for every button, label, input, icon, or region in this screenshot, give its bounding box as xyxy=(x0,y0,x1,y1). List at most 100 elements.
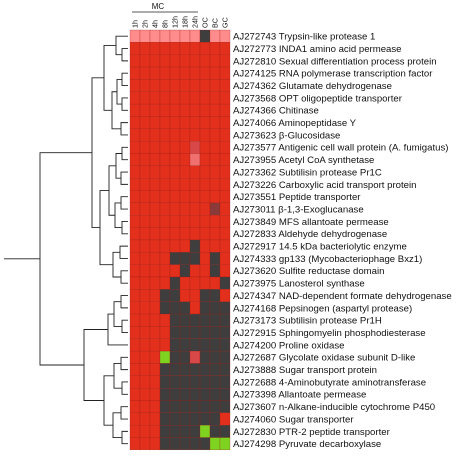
heatmap-cell-17-6 xyxy=(189,239,201,253)
row-label: AJ274125 RNA polymerase transcription fa… xyxy=(233,69,433,80)
heatmap-cell-2-9 xyxy=(219,54,231,68)
gene-name: gp133 (Mycobacteriophage Bxz1) xyxy=(279,254,422,265)
heatmap-cell-25-1 xyxy=(139,338,151,352)
heatmap-cell-21-9 xyxy=(219,289,231,302)
heatmap-cell-5-1 xyxy=(139,91,151,105)
heatmap-cell-10-7 xyxy=(199,153,211,166)
heatmap-cell-3-9 xyxy=(219,66,231,80)
column-label-24h: 24h xyxy=(191,16,200,28)
heatmap-cell-31-2 xyxy=(149,412,161,426)
heatmap-cell-27-8 xyxy=(209,363,221,376)
heatmap-cell-32-0 xyxy=(129,425,141,438)
heatmap-cell-20-7 xyxy=(199,276,211,290)
heatmap-cell-15-3 xyxy=(159,215,171,228)
heatmap-cell-12-5 xyxy=(179,178,191,191)
heatmap-cell-29-8 xyxy=(209,388,221,401)
heatmap-cell-19-5 xyxy=(179,264,191,278)
heatmap-cell-11-9 xyxy=(219,165,231,179)
heatmap-cell-21-1 xyxy=(139,289,151,302)
heatmap-cell-17-5 xyxy=(179,239,191,253)
heatmap-cell-5-5 xyxy=(179,91,191,105)
heatmap-cell-16-3 xyxy=(159,227,171,241)
heatmap-cell-9-9 xyxy=(219,141,231,154)
heatmap-cell-19-8 xyxy=(209,264,221,278)
dendrogram-branch xyxy=(107,313,128,346)
gene-accession: AJ272773 xyxy=(233,44,279,55)
heatmap-cell-9-1 xyxy=(139,141,151,154)
heatmap-cell-8-6 xyxy=(189,128,201,142)
gene-name: Subtilisin protease Pr1C xyxy=(279,167,382,178)
heatmap-cell-25-8 xyxy=(209,338,221,352)
heatmap-cell-9-7 xyxy=(199,141,211,154)
heatmap-cell-15-9 xyxy=(219,215,231,228)
gene-name: Sugar transport protein xyxy=(279,365,377,376)
heatmap-cell-4-9 xyxy=(219,79,231,92)
heatmap-cell-29-1 xyxy=(139,388,151,401)
gene-name: Sexual differentiation process protein xyxy=(279,56,437,67)
heatmap-cell-24-5 xyxy=(179,326,191,339)
heatmap-cell-16-1 xyxy=(139,227,151,241)
row-label: AJ273551 Peptide transporter xyxy=(233,192,361,203)
heatmap-cell-1-7 xyxy=(199,42,211,55)
heatmap-cell-2-7 xyxy=(199,54,211,68)
heatmap-cell-10-6 xyxy=(189,153,201,166)
heatmap-cell-24-6 xyxy=(189,326,201,339)
gene-accession: AJ274366 xyxy=(233,106,279,117)
column-group-label: MC xyxy=(152,2,165,11)
gene-name: Sugar transporter xyxy=(279,414,354,425)
heatmap-cell-3-7 xyxy=(199,66,211,80)
dendrogram-branch xyxy=(103,375,114,426)
gene-accession: AJ273398 xyxy=(233,390,278,401)
row-label: AJ274366 Chitinase xyxy=(233,106,319,117)
heatmap-cell-1-4 xyxy=(169,42,181,55)
gene-accession: AJ274125 xyxy=(233,69,279,80)
heatmap-cell-28-6 xyxy=(189,375,201,389)
heatmap-cell-22-1 xyxy=(139,301,151,315)
heatmap-cell-4-7 xyxy=(199,79,211,92)
gene-accession: AJ273607 xyxy=(233,402,279,413)
dendrogram-branch xyxy=(120,295,128,309)
dendrogram-branch xyxy=(121,381,128,395)
dendrogram-branch xyxy=(116,78,122,105)
heatmap-cell-5-6 xyxy=(189,91,201,105)
heatmap-cell-18-3 xyxy=(159,252,171,265)
heatmap-cell-28-3 xyxy=(159,375,171,389)
heatmap-cell-20-9 xyxy=(219,276,231,290)
heatmap-cell-30-0 xyxy=(129,400,141,413)
heatmap-cell-11-0 xyxy=(129,165,141,179)
heatmap-cell-26-8 xyxy=(209,350,221,364)
column-labels: 1h 2h 4h 8h 12h 18h 24h OC BC GC xyxy=(131,16,230,28)
heatmap-cell-32-7 xyxy=(199,425,211,438)
heatmap-cell-2-3 xyxy=(159,54,171,68)
heatmap-cell-6-9 xyxy=(219,103,231,117)
heatmap-cell-19-6 xyxy=(189,264,201,278)
heatmap-cell-13-8 xyxy=(209,190,221,204)
dendrogram-branch xyxy=(121,97,128,111)
heatmap-cell-25-9 xyxy=(219,338,231,352)
heatmap-cell-15-4 xyxy=(169,215,181,228)
gene-name: Peptide transporter xyxy=(279,192,361,203)
heatmap-cell-22-3 xyxy=(159,301,171,315)
gene-name: Lanosterol synthase xyxy=(279,279,365,290)
row-label: AJ274347 NAD-dependent formate dehydroge… xyxy=(233,291,452,302)
heatmap-cell-9-0 xyxy=(129,141,141,154)
column-label-12h: 12h xyxy=(171,16,180,28)
heatmap-cell-1-8 xyxy=(209,42,221,55)
row-label: AJ273398 Allantoate permease xyxy=(233,390,366,401)
heatmap-cell-12-2 xyxy=(149,178,161,191)
heatmap-cell-23-2 xyxy=(149,313,161,327)
heatmap-cell-17-0 xyxy=(129,239,141,253)
gene-accession: AJ272917 xyxy=(233,242,279,253)
column-label-18h: 18h xyxy=(181,16,190,28)
heatmap-cell-24-3 xyxy=(159,326,171,339)
dendrogram-branch xyxy=(121,72,128,87)
row-label: AJ272687 Glycolate oxidase subunit D-lik… xyxy=(233,353,415,364)
gene-accession: AJ274200 xyxy=(233,340,279,351)
heatmap-cell-13-9 xyxy=(219,190,231,204)
heatmap-cell-9-6 xyxy=(189,141,201,154)
heatmap-cell-10-4 xyxy=(169,153,181,166)
heatmap-cell-11-6 xyxy=(189,165,201,179)
heatmap-cell-24-0 xyxy=(129,326,141,339)
heatmap-cell-32-2 xyxy=(149,425,161,438)
dendrogram-branch xyxy=(121,430,128,445)
